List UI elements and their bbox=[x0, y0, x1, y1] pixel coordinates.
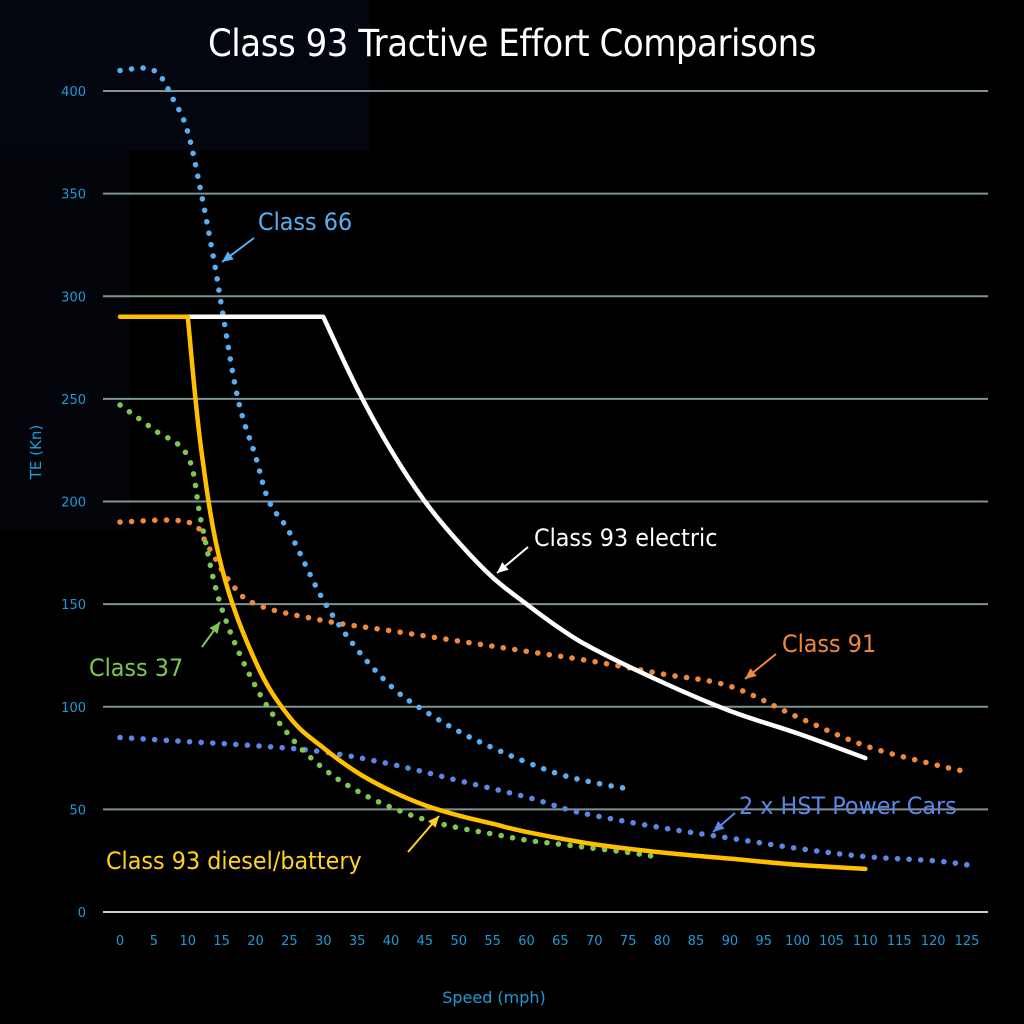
arrowhead-icon bbox=[497, 562, 509, 573]
arrowhead-icon bbox=[713, 821, 725, 832]
arrowhead-icon bbox=[428, 816, 439, 828]
x-tick-label: 105 bbox=[819, 934, 844, 949]
x-tick-label: 5 bbox=[150, 934, 158, 949]
annotation-label: Class 66 bbox=[258, 208, 352, 236]
annotation-class-93-electric: Class 93 electric bbox=[496, 524, 718, 574]
x-axis-label: Speed (mph) bbox=[442, 988, 546, 1007]
y-tick-label: 200 bbox=[61, 496, 86, 511]
y-tick-label: 0 bbox=[78, 906, 86, 921]
arrowhead-icon bbox=[222, 251, 234, 262]
x-tick-label: 25 bbox=[281, 934, 298, 949]
x-tick-label: 60 bbox=[518, 934, 535, 949]
annotation-label: Class 91 bbox=[782, 630, 876, 658]
annotation-label: Class 37 bbox=[89, 654, 183, 682]
y-axis-ticks: 0 50 100 150 200 250 300 350 400 bbox=[61, 85, 86, 921]
series-line bbox=[185, 314, 868, 761]
y-tick-label: 150 bbox=[61, 598, 86, 613]
x-tick-label: 125 bbox=[955, 934, 980, 949]
series-class-93-electric bbox=[185, 314, 868, 761]
x-axis-ticks: 0 5 10 15 20 25 30 35 40 45 50 55 60 65 70 75 80 85 90 95 10… bbox=[116, 934, 980, 949]
annotation-class-37: Class 37 bbox=[89, 621, 221, 682]
annotation-label: Class 93 diesel/battery bbox=[106, 847, 362, 875]
series-line bbox=[117, 65, 631, 792]
annotation-class-91: Class 91 bbox=[744, 630, 876, 680]
y-tick-label: 250 bbox=[61, 393, 86, 408]
x-tick-label: 110 bbox=[853, 934, 878, 949]
x-tick-label: 80 bbox=[654, 934, 671, 949]
background-panel-lower bbox=[0, 150, 130, 530]
x-tick-label: 55 bbox=[484, 934, 501, 949]
annotation-label: Class 93 electric bbox=[534, 524, 718, 552]
x-tick-label: 10 bbox=[179, 934, 196, 949]
x-tick-label: 35 bbox=[349, 934, 366, 949]
y-tick-label: 50 bbox=[69, 803, 86, 818]
y-tick-label: 100 bbox=[61, 701, 86, 716]
chart-title: Class 93 Tractive Effort Comparisons bbox=[207, 22, 817, 65]
x-tick-label: 70 bbox=[586, 934, 603, 949]
annotation-2-x-hst-power-cars: 2 x HST Power Cars bbox=[712, 792, 957, 833]
x-tick-label: 20 bbox=[247, 934, 264, 949]
x-tick-label: 15 bbox=[213, 934, 230, 949]
arrowhead-icon bbox=[745, 668, 757, 679]
series-line bbox=[117, 734, 970, 868]
gridlines bbox=[103, 90, 988, 913]
x-tick-label: 95 bbox=[755, 934, 772, 949]
y-tick-label: 300 bbox=[61, 290, 86, 305]
series-2-x-hst-power-cars bbox=[117, 734, 970, 868]
series-class-37 bbox=[117, 402, 659, 860]
x-tick-label: 100 bbox=[785, 934, 810, 949]
x-tick-label: 85 bbox=[688, 934, 705, 949]
x-tick-label: 50 bbox=[451, 934, 468, 949]
annotation-label: 2 x HST Power Cars bbox=[739, 792, 957, 820]
series-line bbox=[117, 517, 963, 774]
series-line bbox=[117, 314, 868, 872]
y-tick-label: 400 bbox=[61, 85, 86, 100]
y-axis-label: TE (Kn) bbox=[27, 425, 45, 480]
x-tick-label: 0 bbox=[116, 934, 124, 949]
arrowhead-icon bbox=[209, 622, 220, 634]
x-tick-label: 115 bbox=[887, 934, 912, 949]
series-group bbox=[117, 65, 970, 872]
series-class-66 bbox=[117, 65, 631, 792]
x-tick-label: 45 bbox=[417, 934, 434, 949]
series-class-93-diesel-battery bbox=[117, 314, 868, 872]
annotation-class-66: Class 66 bbox=[221, 208, 352, 263]
x-tick-label: 30 bbox=[315, 934, 332, 949]
x-tick-label: 90 bbox=[722, 934, 739, 949]
x-tick-label: 120 bbox=[921, 934, 946, 949]
annotations: Class 66 Class 93 electric Class 91 Class 3… bbox=[89, 208, 957, 875]
annotation-class-93-diesel-battery: Class 93 diesel/battery bbox=[106, 815, 440, 875]
series-class-91 bbox=[117, 517, 963, 774]
series-line bbox=[117, 402, 659, 860]
background-panel bbox=[0, 0, 370, 150]
x-tick-label: 65 bbox=[552, 934, 569, 949]
x-tick-label: 40 bbox=[383, 934, 400, 949]
y-tick-label: 350 bbox=[61, 188, 86, 203]
x-tick-label: 75 bbox=[620, 934, 637, 949]
